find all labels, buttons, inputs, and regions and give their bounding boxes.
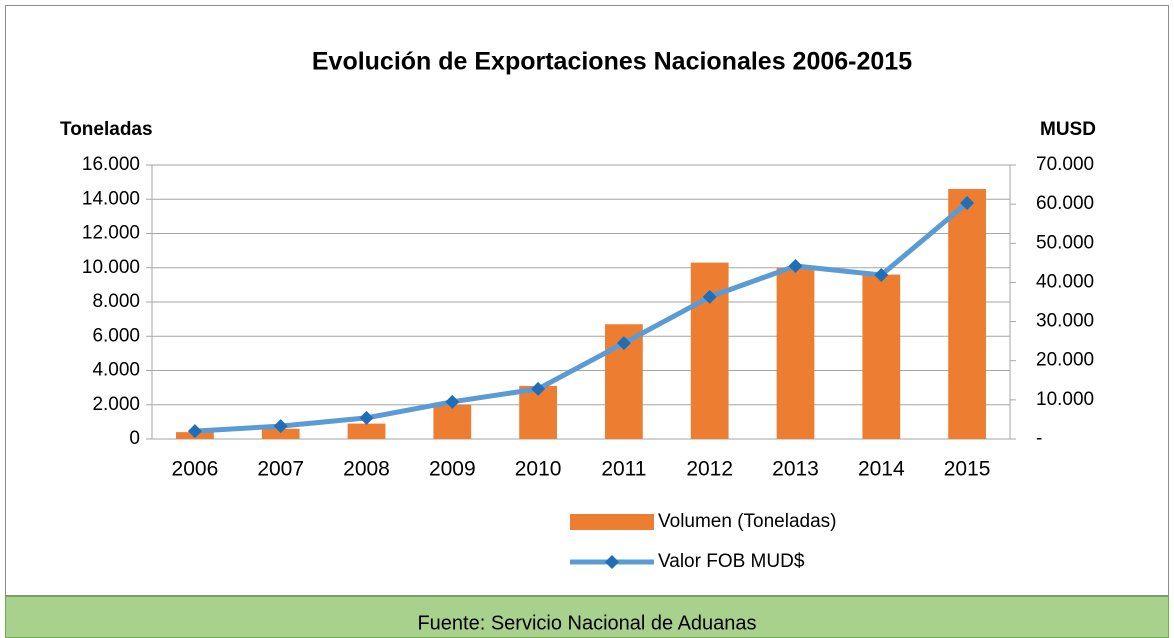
chart-title: Evolución de Exportaciones Nacionales 20… — [312, 48, 912, 76]
y2-axis-title: MUSD — [1040, 119, 1096, 140]
bar — [433, 404, 472, 439]
legend-marker — [605, 555, 619, 569]
legend-label: Valor FOB MUD$ — [658, 551, 805, 572]
y2-tick-label: 50.000 — [1036, 232, 1094, 253]
legend-swatch — [570, 514, 654, 530]
bar — [862, 274, 901, 439]
y-tick-label: 6.000 — [92, 325, 140, 346]
chart-border — [5, 5, 1169, 596]
legend-label: Volumen (Toneladas) — [658, 511, 837, 532]
x-tick-label: 2011 — [601, 458, 646, 481]
y-axis-title: Toneladas — [60, 119, 153, 140]
marker — [960, 195, 975, 210]
x-tick-label: 2015 — [944, 458, 991, 481]
line — [194, 201, 969, 434]
marker — [531, 381, 546, 396]
y2-tick-label: - — [1036, 428, 1042, 449]
x-tick-label: 2008 — [343, 458, 390, 481]
marker — [359, 410, 374, 425]
y-tick-label: 14.000 — [82, 188, 140, 209]
marker — [187, 424, 202, 439]
x-tick-label: 2007 — [257, 458, 304, 481]
y-tick-label: 4.000 — [92, 360, 140, 381]
y2-tick-label: 70.000 — [1036, 154, 1094, 175]
y-tick-label: 16.000 — [82, 154, 140, 175]
x-tick-label: 2010 — [515, 458, 562, 481]
bar — [261, 428, 300, 439]
x-tick-label: 2014 — [858, 458, 905, 481]
x-tick-label: 2006 — [172, 458, 219, 481]
bar — [347, 423, 386, 439]
marker — [273, 419, 288, 434]
marker — [445, 394, 460, 409]
marker — [874, 267, 889, 282]
marker — [702, 289, 717, 304]
y-tick-label: 2.000 — [92, 394, 140, 415]
y-tick-label: 0 — [129, 428, 140, 449]
source-band — [5, 596, 1169, 638]
marker — [616, 336, 631, 351]
y2-tick-label: 20.000 — [1036, 350, 1094, 371]
source: Fuente: Servicio Nacional de Aduanas — [417, 612, 756, 634]
y-tick-label: 12.000 — [82, 223, 140, 244]
bar — [776, 267, 815, 439]
y2-tick-label: 10.000 — [1036, 389, 1094, 410]
y-tick-label: 10.000 — [82, 257, 140, 278]
marker — [788, 258, 803, 273]
x-tick-label: 2013 — [772, 458, 819, 481]
x-tick-label: 2012 — [686, 458, 733, 481]
y2-tick-label: 40.000 — [1036, 271, 1094, 292]
x-tick-label: 2009 — [429, 458, 476, 481]
y-tick-label: 8.000 — [92, 291, 140, 312]
bar — [690, 262, 729, 439]
y2-tick-label: 30.000 — [1036, 311, 1094, 332]
y2-tick-label: 60.000 — [1036, 193, 1094, 214]
bar — [948, 188, 986, 439]
